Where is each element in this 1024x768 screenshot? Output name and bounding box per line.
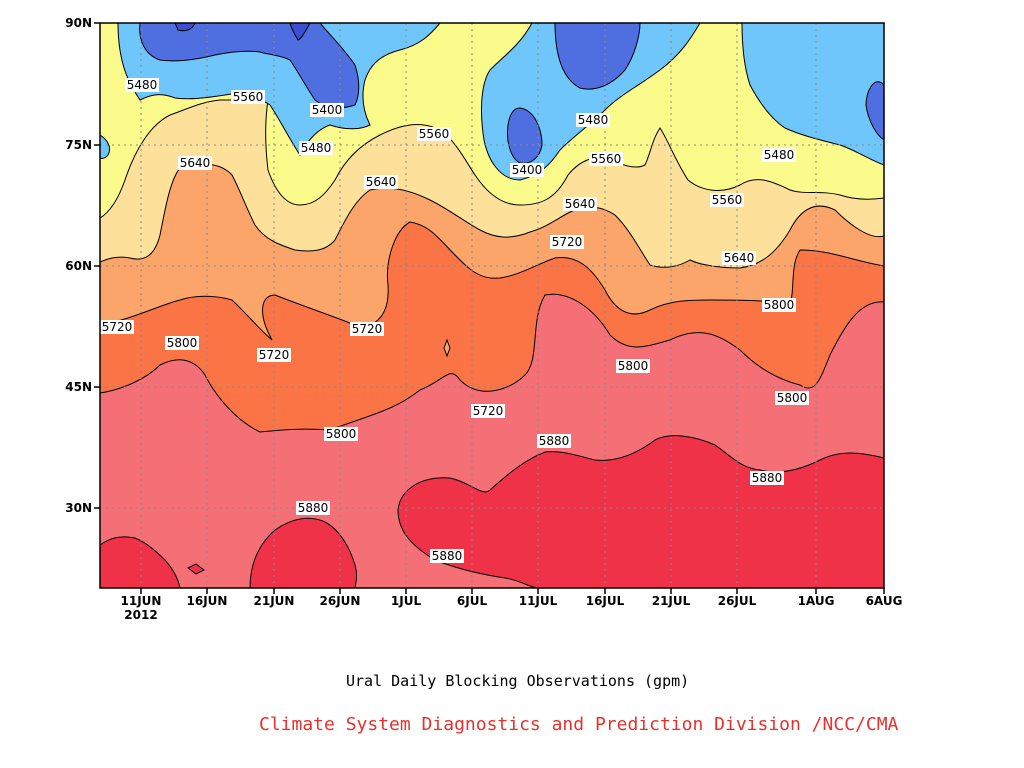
contour-label-box [471,404,505,418]
contour-label: 5480 [127,78,158,92]
x-axis-ticks [140,588,885,594]
chart-title: Ural Daily Blocking Observations (gpm) [346,672,690,690]
contour-label-box [364,175,398,189]
contour-label-box [775,391,809,405]
field-5400-5480-east [741,23,884,166]
x-axis-labels: 11JUN 16JUN 21JUN 26JUN 1JUL 6JUL 11JUL … [121,594,903,622]
x-tick-label: 21JUL [652,594,691,608]
contour-label: 5720 [352,322,383,336]
field-5720-island [443,338,451,358]
y-tick-label: 90N [65,16,92,30]
field-above-5880-speck [187,563,205,575]
y-tick-label: 45N [65,380,92,394]
contour-label: 5400 [312,103,343,117]
x-tick-label: 21JUN [254,594,295,608]
contour-label-box [324,427,358,441]
contour-labels: 5480 5560 5400 5480 5560 5640 5640 5480 5400 5560… [100,78,809,563]
contour-label-box [576,113,610,127]
contour-label-box [616,359,650,373]
contour-label-box [310,103,344,117]
contour-label-box [125,78,159,92]
field-below-5400-d [865,81,884,141]
contour-label-box [350,322,384,336]
contour-label-box [178,156,212,170]
x-tick-label: 16JUL [586,594,625,608]
x-tick-label: 1JUL [391,594,422,608]
contour-label: 5880 [752,471,783,485]
contour-label-box [762,298,796,312]
contour-label-box [762,148,796,162]
contour-label-box [510,163,544,177]
x-tick-label: 11JUL [519,594,558,608]
y-axis-ticks [94,22,100,509]
x-tick-label: 16JUN [187,594,228,608]
x-tick-label: 11JUN [121,594,162,608]
y-axis-labels: 90N 75N 60N 45N 30N [65,16,92,515]
contour-label: 5640 [724,251,755,265]
y-tick-label: 60N [65,259,92,273]
contour-label: 5720 [259,348,290,362]
contour-label: 5800 [326,427,357,441]
x-tick-label: 1AUG [798,594,835,608]
contour-label-box [750,471,784,485]
contour-label-box [165,336,199,350]
contour-label-box [550,235,584,249]
x-axis-year-label: 2012 [124,608,157,622]
contour-label: 5720 [552,235,583,249]
contour-label-box [257,348,291,362]
x-tick-label: 6AUG [866,594,903,608]
contour-label-box [296,501,330,515]
contour-label: 5640 [565,197,596,211]
field-below-5400-a [139,23,360,109]
field-above-5880-west [100,536,181,588]
contour-label: 5880 [432,549,463,563]
contour-label: 5880 [539,434,570,448]
contour-label: 5400 [512,163,543,177]
x-tick-label: 26JUN [320,594,361,608]
y-tick-label: 30N [65,501,92,515]
contour-label: 5560 [233,90,264,104]
contour-fields [100,23,884,588]
contour-label: 5640 [366,175,397,189]
contour-label: 5560 [591,152,622,166]
x-tick-label: 26JUL [718,594,757,608]
contour-label: 5480 [578,113,609,127]
contour-label-box [710,193,744,207]
contour-label-box [299,141,333,155]
contour-label-box [563,197,597,211]
grid [100,23,884,588]
contour-label: 5720 [473,404,504,418]
contour-label-box [231,90,265,104]
contour-label: 5480 [764,148,795,162]
contour-label-box [100,320,134,334]
contour-label: 5560 [419,127,450,141]
contour-label: 5640 [180,156,211,170]
contour-label: 5800 [167,336,198,350]
field-above-5880-mid [249,517,358,588]
y-tick-label: 75N [65,138,92,152]
contour-label-box [537,434,571,448]
contour-label: 5880 [298,501,329,515]
contour-label: 5800 [618,359,649,373]
contour-label: 5720 [102,320,133,334]
field-below-5400-b [554,23,641,90]
credit-line: Climate System Diagnostics and Predictio… [259,714,899,735]
x-tick-label: 6JUL [457,594,488,608]
contour-label: 5800 [764,298,795,312]
contour-label-box [417,127,451,141]
contour-label-box [430,549,464,563]
plot-frame [99,22,885,589]
contour-label: 5480 [301,141,332,155]
contour-label-box [722,251,756,265]
contour-label: 5800 [777,391,808,405]
contour-label-box [589,152,623,166]
contour-label: 5560 [712,193,743,207]
